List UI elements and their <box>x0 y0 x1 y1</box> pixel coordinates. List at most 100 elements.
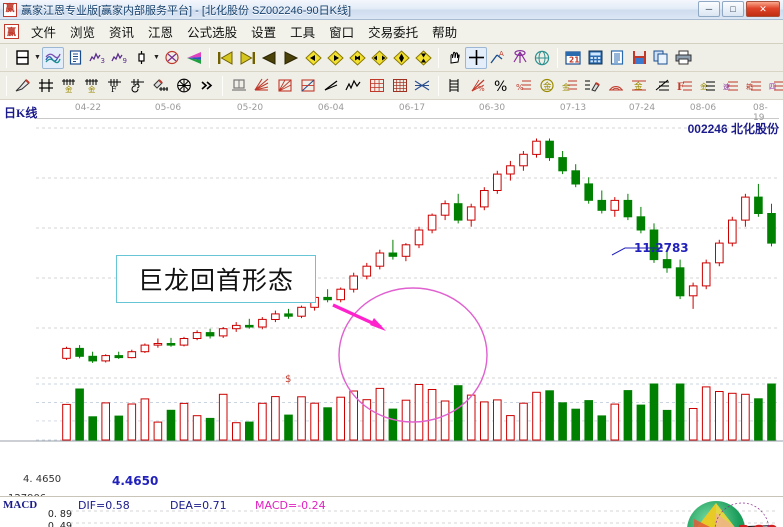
calculator-icon[interactable] <box>584 47 606 69</box>
save-icon[interactable] <box>628 47 650 69</box>
macd-axis-1: 0. 49 <box>47 521 72 527</box>
last-page-icon[interactable] <box>236 47 258 69</box>
calendar-21-icon[interactable]: 21 <box>562 47 584 69</box>
spectrum-icon[interactable] <box>183 47 205 69</box>
collapse-icon[interactable] <box>412 47 434 69</box>
more-tools-icon[interactable] <box>195 75 218 97</box>
report-icon[interactable] <box>64 47 86 69</box>
plot-area[interactable]: $ <box>0 122 783 469</box>
menu-item-formula[interactable]: 公式选股 <box>187 26 238 40</box>
macd-panel[interactable]: MACD DIF=0.58 DEA=0.71 MACD=-0.24 0. 89 … <box>0 497 783 527</box>
f-level-icon[interactable]: F <box>673 75 696 97</box>
gold-level-icon[interactable]: 金 <box>558 75 581 97</box>
menu-item-tools[interactable]: 工具 <box>290 26 316 40</box>
menu-item-gann[interactable]: 江恩 <box>148 26 174 40</box>
stock-name: 北化股份 <box>730 122 779 136</box>
pen-level-icon[interactable] <box>581 75 604 97</box>
first-page-icon[interactable] <box>214 47 236 69</box>
percent-icon[interactable]: % <box>489 75 512 97</box>
svg-text:速: 速 <box>723 83 730 91</box>
macd-dea-value: DEA=0.71 <box>170 499 227 512</box>
fan-red-icon[interactable] <box>250 75 273 97</box>
box-frame-icon[interactable] <box>227 75 250 97</box>
menu-item-browse[interactable]: 浏览 <box>70 26 96 40</box>
four-level-icon[interactable]: 四 <box>765 75 783 97</box>
notes-icon[interactable] <box>606 47 628 69</box>
kline-svg: $ <box>0 127 783 442</box>
crosshair-icon[interactable] <box>465 46 487 69</box>
grid-lines-icon[interactable] <box>34 75 57 97</box>
cross-lines-icon[interactable] <box>411 75 434 97</box>
chevron-down-icon[interactable]: ▼ <box>34 54 41 61</box>
menu-logo-glyph: 赢 <box>6 28 16 38</box>
svg-text:箱: 箱 <box>746 82 753 91</box>
menu-item-file[interactable]: 文件 <box>31 26 57 40</box>
menu-item-help[interactable]: 帮助 <box>432 26 458 40</box>
circle-gann-icon[interactable] <box>172 75 195 97</box>
pen-measure-icon[interactable] <box>149 75 172 97</box>
gann-fan-icon[interactable] <box>509 47 531 69</box>
globe-icon[interactable] <box>531 47 553 69</box>
gold-ratio-1-icon[interactable]: 金 <box>57 75 80 97</box>
macd-svg <box>70 510 778 527</box>
candle-icon[interactable] <box>130 47 152 69</box>
zigzag-icon[interactable] <box>342 75 365 97</box>
logo-text-number: 360 <box>737 521 779 527</box>
window-title: 赢家江恩专业版[赢家内部服务平台] - [北化股份 SZ002246-90日K线… <box>21 4 352 17</box>
menu-item-news[interactable]: 资讯 <box>109 26 135 40</box>
date-tick-1: 05-06 <box>154 103 182 113</box>
gold-circle-icon[interactable]: 金 <box>535 75 558 97</box>
zoom-in-icon[interactable] <box>346 47 368 69</box>
copy-icon[interactable] <box>650 47 672 69</box>
print-icon[interactable] <box>672 47 694 69</box>
menu-item-window[interactable]: 窗口 <box>329 26 355 40</box>
percent-level-icon[interactable]: % <box>512 75 535 97</box>
date-tick-6: 07-13 <box>559 103 587 113</box>
svg-text:金: 金 <box>65 84 73 93</box>
zoom-right-icon[interactable] <box>324 47 346 69</box>
gold-bar-icon[interactable]: 金 <box>627 75 650 97</box>
menu-item-settings[interactable]: 设置 <box>251 26 277 40</box>
next-icon[interactable] <box>280 47 302 69</box>
fibonacci-f-icon[interactable]: F <box>103 75 126 97</box>
formula-icon[interactable] <box>161 47 183 69</box>
j-level-icon[interactable] <box>650 75 673 97</box>
arc-level-icon[interactable] <box>604 75 627 97</box>
pen-icon[interactable] <box>11 75 34 97</box>
percent-fan-icon[interactable]: % <box>466 75 489 97</box>
date-tick-8: 08-06 <box>689 103 717 113</box>
trend-line-icon[interactable] <box>319 75 342 97</box>
toolbar-separator <box>438 47 439 68</box>
calendar-period-icon[interactable] <box>11 47 33 69</box>
zoom-left-icon[interactable] <box>302 47 324 69</box>
window-controls: ─ □ ✕ <box>698 1 780 17</box>
spiral-icon[interactable] <box>126 75 149 97</box>
maximize-button[interactable]: □ <box>722 1 744 17</box>
minimize-button[interactable]: ─ <box>698 1 720 17</box>
expand-icon[interactable] <box>390 47 412 69</box>
indicator-3-icon[interactable]: 3 <box>86 47 108 69</box>
gold-ratio-2-icon[interactable]: 金 <box>80 75 103 97</box>
gold-slope-icon[interactable]: 金 <box>696 75 719 97</box>
grid-square-icon[interactable] <box>365 75 388 97</box>
grid-dense-icon[interactable] <box>388 75 411 97</box>
angle-box-icon[interactable] <box>273 75 296 97</box>
toolbar-separator <box>6 47 7 68</box>
hand-pan-icon[interactable] <box>443 47 465 69</box>
kline-chart-panel[interactable]: 日K线 002246 北化股份 04-22 05-06 05-20 06-04 06-1… <box>0 100 783 497</box>
stock-identifier: 002246 北化股份 <box>688 120 779 137</box>
ladder-icon[interactable] <box>443 75 466 97</box>
menu-bar: 赢 文件 浏览 资讯 江恩 公式选股 设置 工具 窗口 交易委托 帮助 <box>0 20 783 44</box>
indicator-9-icon[interactable]: 9 <box>108 47 130 69</box>
chevron-down-icon[interactable]: ▼ <box>153 54 160 61</box>
volume-axis-label-high: 127906 <box>8 493 46 496</box>
prev-icon[interactable] <box>258 47 280 69</box>
speed-line-icon[interactable]: 速 <box>719 75 742 97</box>
zoom-out-icon[interactable] <box>368 47 390 69</box>
box-level-icon[interactable]: 箱 <box>742 75 765 97</box>
square-diag-icon[interactable] <box>296 75 319 97</box>
wave-chart-icon[interactable] <box>42 46 64 69</box>
draw-line-icon[interactable]: A <box>487 47 509 69</box>
close-button[interactable]: ✕ <box>746 1 780 17</box>
menu-item-trade[interactable]: 交易委托 <box>368 26 419 40</box>
